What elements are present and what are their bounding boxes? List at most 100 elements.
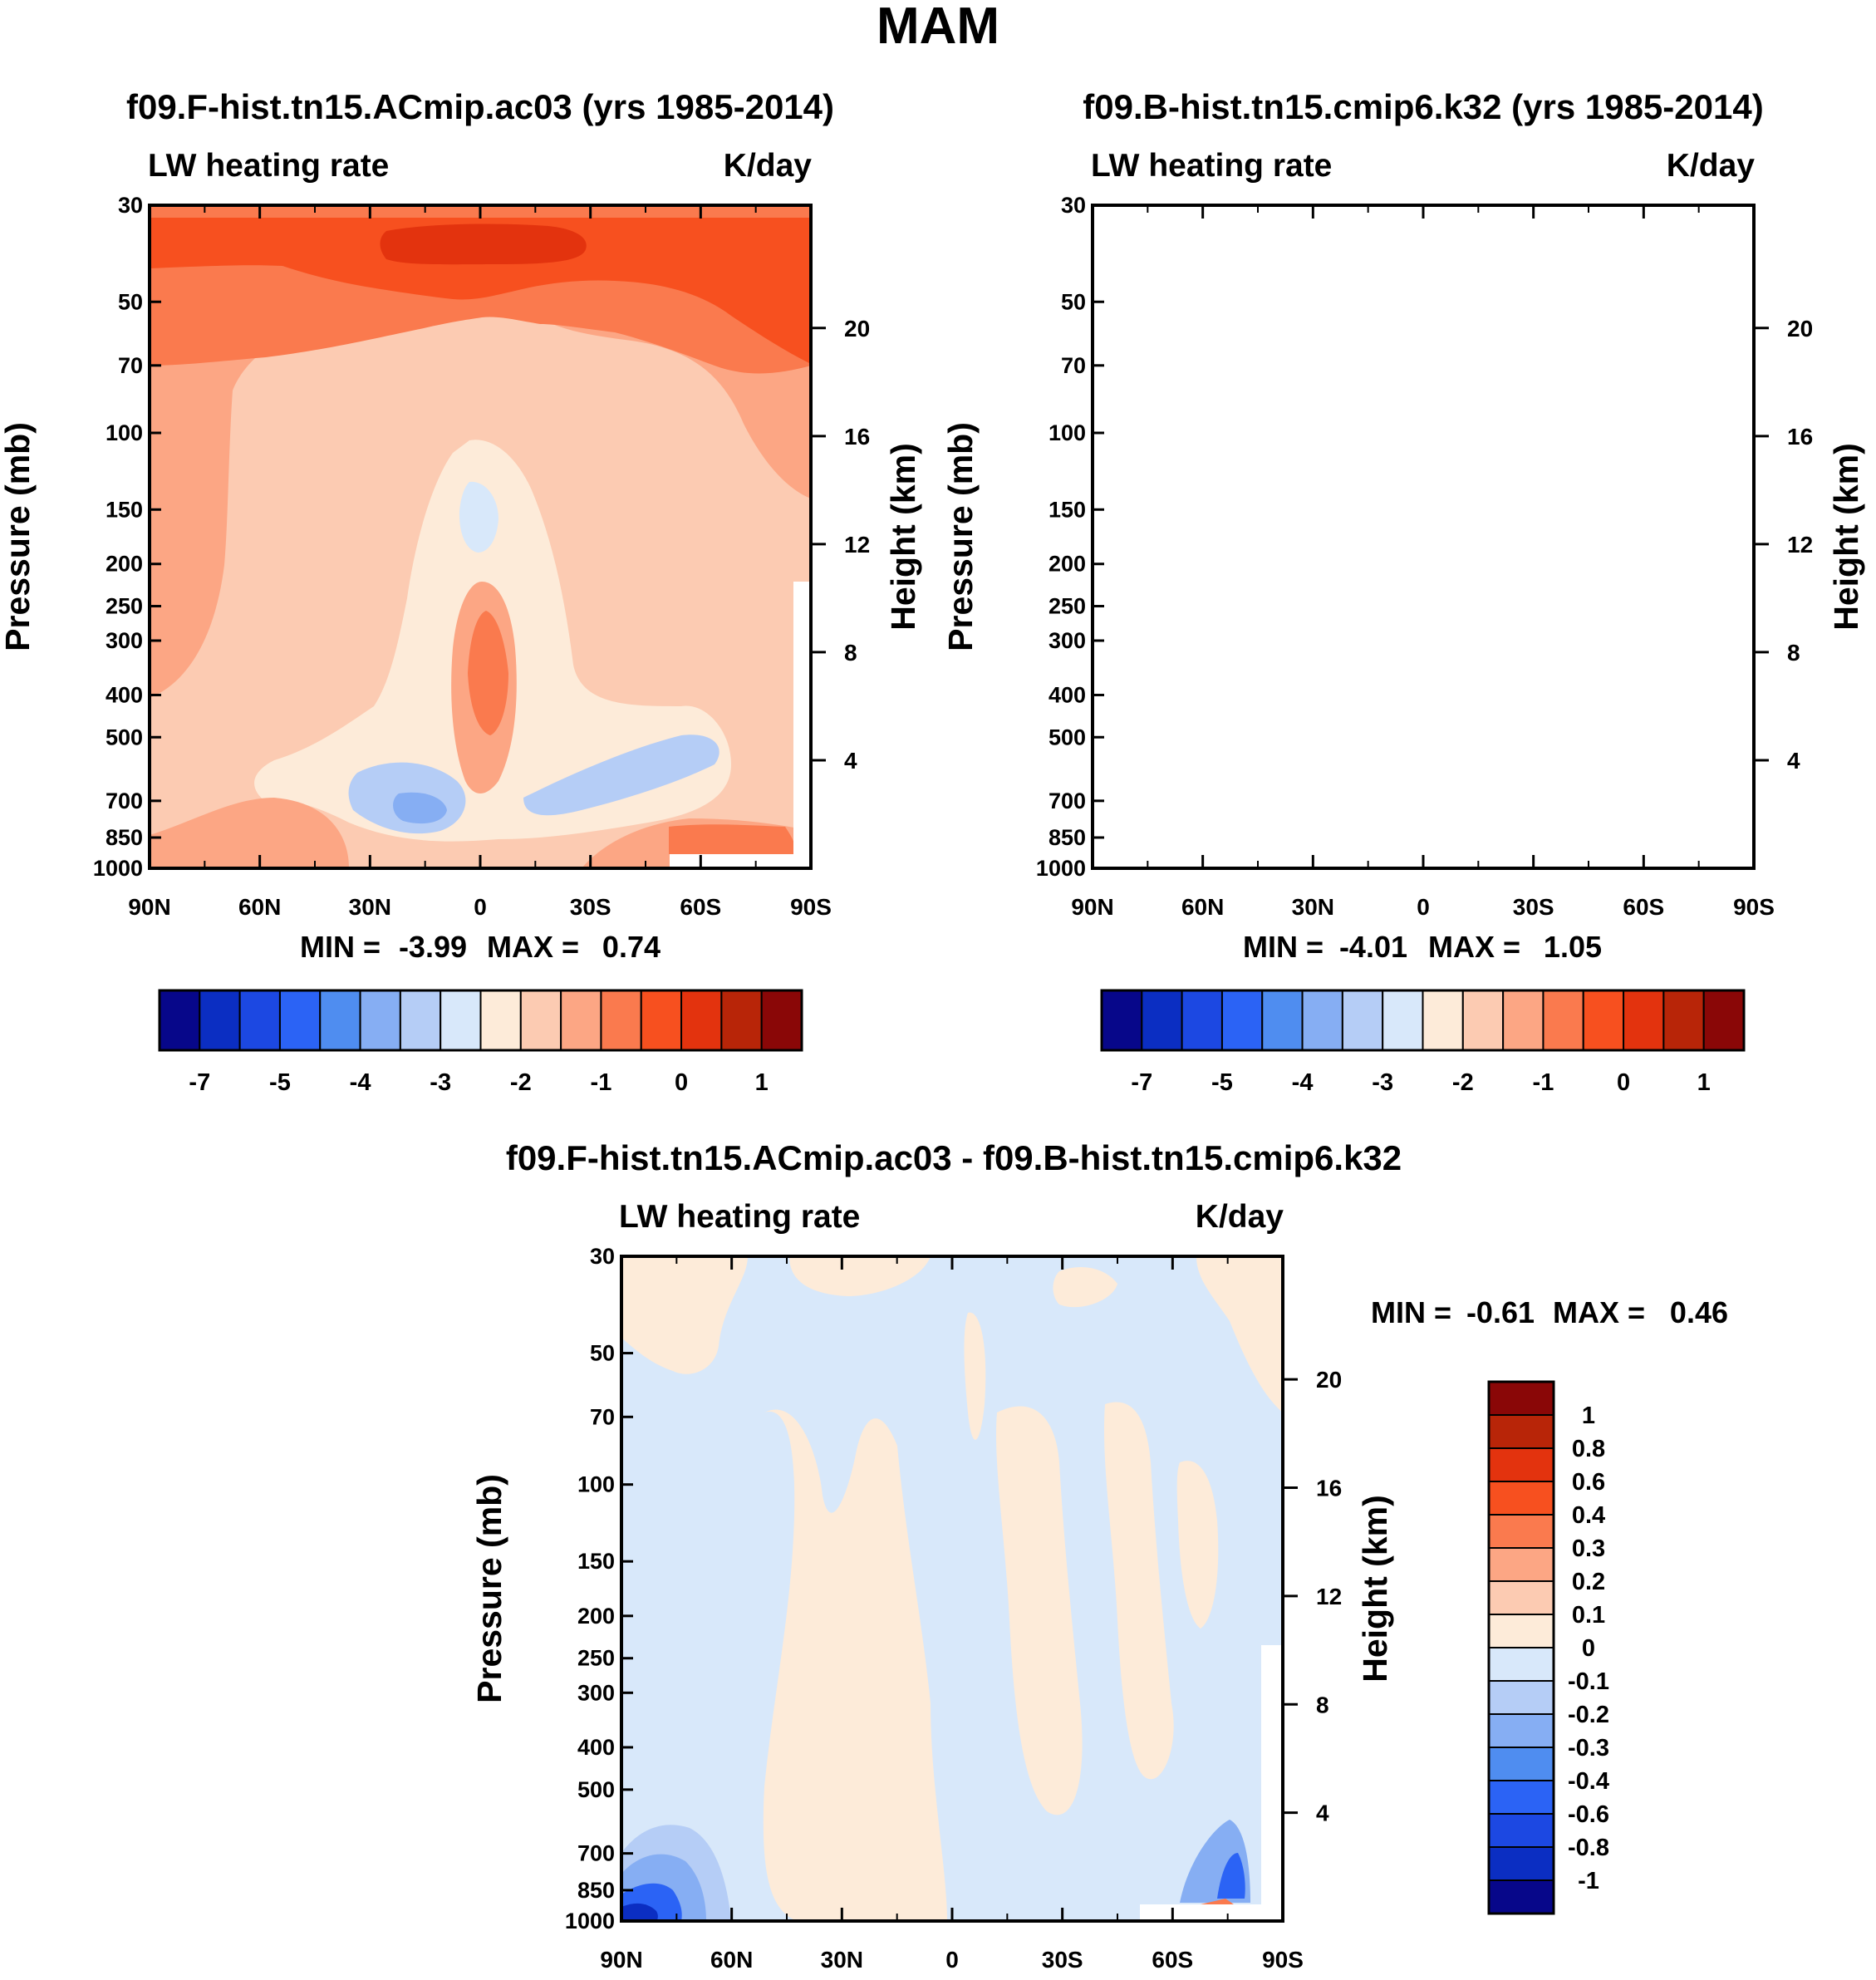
panel-c-y-tick-label: 500 bbox=[577, 1777, 615, 1802]
panel-a-fill-midtrop-cool bbox=[459, 481, 498, 553]
panel-b-y-tick-label: 70 bbox=[1061, 353, 1086, 378]
panel-a-y2-tick-label: 12 bbox=[844, 532, 870, 558]
panel-a-colorbar-label: 0 bbox=[675, 1069, 688, 1096]
panel-b-fill-lowlevel-cool-nh bbox=[1292, 763, 1409, 834]
panel-c-y-tick-label: 30 bbox=[590, 1244, 615, 1269]
panel-a-colorbar-swatch bbox=[519, 990, 562, 1051]
panel-b-y-tick-label: 850 bbox=[1048, 825, 1086, 850]
figure-title: MAM bbox=[877, 0, 999, 55]
panel-c-y-tick-label: 50 bbox=[590, 1341, 615, 1366]
panel-c-x-tick-label: 60S bbox=[1152, 1947, 1193, 1973]
panel-b-fill-tropical-light bbox=[1197, 448, 1674, 841]
panel-b-y-tick-label: 200 bbox=[1048, 552, 1086, 577]
panel-a-variable-label: LW heating rate bbox=[148, 148, 389, 184]
panel-c-antarctic-mask bbox=[1140, 1904, 1283, 1921]
panel-c-y2-tick-label: 16 bbox=[1316, 1476, 1342, 1501]
panel-b-y2-axis-title: Height (km) bbox=[1827, 443, 1865, 631]
panel-a-colorbar-swatch bbox=[159, 990, 201, 1051]
panel-a-fill-upper-intense bbox=[150, 218, 811, 364]
panel-b-colorbar-label: 0 bbox=[1617, 1069, 1630, 1096]
panel-a-fill-lowlevel-cool-nh-inner bbox=[393, 792, 447, 824]
panel-a-colorbar-swatch bbox=[399, 990, 442, 1051]
panel-c-fill-warm-column-sh2 bbox=[1103, 1402, 1174, 1780]
panel-c-colorbar-swatch bbox=[1488, 1647, 1554, 1682]
panel-c-colorbar-label: -0.2 bbox=[1568, 1702, 1609, 1728]
panel-a-colorbar-frame bbox=[158, 989, 803, 1052]
panel-c-fill-warm-top-sh bbox=[1053, 1267, 1117, 1308]
panel-b-x-tick-label: 30S bbox=[1513, 894, 1554, 920]
panel-a-colorbar-swatch bbox=[680, 990, 723, 1051]
panel-a-colorbar-label: -1 bbox=[591, 1069, 612, 1096]
panel-b-colorbar-label: -2 bbox=[1452, 1069, 1474, 1096]
panel-c-colorbar-frame bbox=[1487, 1380, 1555, 1915]
panel-b-fill-base bbox=[1093, 205, 1754, 868]
panel-a-colorbar-swatch bbox=[199, 990, 241, 1051]
panel-a-fill-antarctic-strong bbox=[669, 824, 795, 854]
panel-c-fill-warm-top bbox=[789, 1256, 931, 1296]
panel-b-colorbar: -7 -5 -4 -3 -2 -1 0 1 bbox=[1100, 989, 1746, 1096]
panel-c-y-tick-label: 250 bbox=[577, 1646, 615, 1671]
panel-a-colorbar-swatch bbox=[560, 990, 602, 1051]
panel-b-x-tick-label: 90N bbox=[1071, 894, 1113, 920]
panel-c-axes: 90N 60N 30N 0 30S 60S 90S 30 50 70 100 150 200 250 300… bbox=[470, 1244, 1394, 1973]
panel-a-fill-lowlevel-cool-sh bbox=[523, 735, 719, 816]
panel-b-colorbar-swatch bbox=[1662, 990, 1705, 1051]
panel-a-colorbar-label: -7 bbox=[189, 1069, 210, 1096]
panel-b-x-tick-label: 60N bbox=[1181, 894, 1224, 920]
panel-b-colorbar-swatch bbox=[1301, 990, 1343, 1051]
panel-b-y2-tick-label: 20 bbox=[1787, 316, 1813, 341]
panel-a-x-tick-label: 60N bbox=[238, 894, 281, 920]
panel-c-colorbar-label: -0.8 bbox=[1568, 1835, 1609, 1861]
panel-c-y-tick-label: 200 bbox=[577, 1604, 615, 1629]
panel-b-colorbar-swatch bbox=[1181, 990, 1223, 1051]
panel-c-fill-warm-top-pole bbox=[1196, 1256, 1283, 1413]
panel-c-x-tick-label: 30N bbox=[821, 1947, 863, 1973]
panel-c-y-tick-label: 150 bbox=[577, 1549, 615, 1574]
panel-b-colorbar-label: -3 bbox=[1372, 1069, 1393, 1096]
panel-b-y-tick-label: 250 bbox=[1048, 594, 1086, 619]
panel-a-y2-tick-label: 4 bbox=[844, 748, 857, 774]
panel-top-left: f09.F-hist.tn15.ACmip.ac03 (yrs 1985-201… bbox=[0, 87, 922, 1096]
panel-b-x-tick-label: 90S bbox=[1733, 894, 1775, 920]
panel-a-stats-min-value: -3.99 bbox=[399, 930, 467, 964]
panel-a-antarctic-edge bbox=[793, 582, 811, 868]
panel-c-fill-base bbox=[621, 1256, 1283, 1921]
panel-a-colorbar-swatch bbox=[359, 990, 401, 1051]
panel-b-colorbar-label: -1 bbox=[1533, 1069, 1554, 1096]
panel-c-fill-warm-column-nh bbox=[763, 1409, 947, 1921]
panel-b-colorbar-label: 1 bbox=[1697, 1069, 1711, 1096]
panel-b-x-tick-label: 60S bbox=[1623, 894, 1664, 920]
panel-b-y2-tick-label: 16 bbox=[1787, 424, 1813, 450]
panel-c-contour-field bbox=[621, 1256, 1283, 1921]
panel-a-y-tick-label: 150 bbox=[106, 497, 143, 522]
panel-c-colorbar-swatch bbox=[1488, 1713, 1554, 1748]
panel-a-colorbar-swatch bbox=[600, 990, 642, 1051]
panel-a-colorbar-swatch bbox=[278, 990, 322, 1051]
panel-c-colorbar-label: -0.1 bbox=[1568, 1668, 1609, 1695]
panel-c-colorbar-label: 0.4 bbox=[1572, 1502, 1605, 1529]
panel-b-y-axis-title: Pressure (mb) bbox=[941, 422, 980, 651]
panel-b-colorbar-label: -4 bbox=[1292, 1069, 1314, 1096]
panel-c-y-tick-label: 850 bbox=[577, 1878, 615, 1903]
panel-b-fill-upper-strong bbox=[1093, 205, 1754, 373]
panel-c-y2-tick-label: 20 bbox=[1316, 1367, 1342, 1393]
panel-b-colorbar-swatch bbox=[1341, 990, 1384, 1051]
panel-c-fill-warm-nh-upper bbox=[621, 1256, 748, 1374]
panel-c-colorbar: 1 0.8 0.6 0.4 0.3 0.2 0.1 0 -0.1 -0.2 -0.3 -0.4 -0.6… bbox=[1487, 1380, 1609, 1915]
panel-b-colorbar-swatch bbox=[1623, 990, 1665, 1051]
panel-a-y2-tick-label: 16 bbox=[844, 424, 870, 450]
panel-c-y-tick-label: 70 bbox=[590, 1404, 615, 1429]
panel-a-colorbar: -7 -5 -4 -3 -2 -1 0 1 bbox=[158, 989, 803, 1096]
panel-c-fill-warm-column-eq bbox=[964, 1312, 986, 1440]
panel-a-fill-tropopause-core bbox=[380, 224, 587, 265]
panel-a-contour-field bbox=[150, 205, 811, 868]
panel-a-stats-max-value: 0.74 bbox=[602, 930, 661, 964]
panel-b-colorbar-swatch bbox=[1702, 990, 1745, 1051]
panel-b-y-tick-label: 100 bbox=[1048, 420, 1086, 445]
panel-a-axes: 90N 60N 30N 0 30S 60S 90S 30 50 70 100 150 200 250 300… bbox=[0, 193, 922, 920]
panel-c-y2-tick-label: 12 bbox=[1316, 1584, 1342, 1609]
panel-c-stats-min-value: -0.61 bbox=[1466, 1295, 1535, 1329]
panel-c-colorbar-label: 0.1 bbox=[1572, 1602, 1605, 1629]
panel-c-colorbar-swatch bbox=[1488, 1547, 1554, 1582]
panel-b-fill-upper-intense bbox=[1093, 218, 1754, 364]
